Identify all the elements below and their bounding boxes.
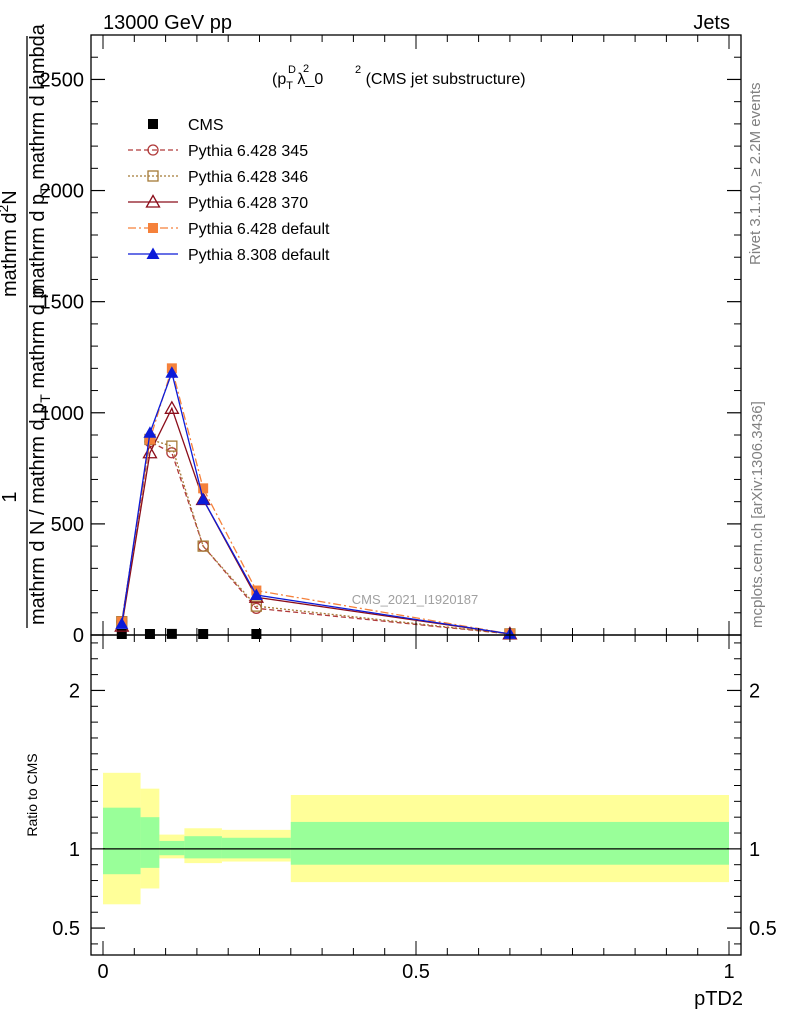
- data-point: [166, 628, 177, 639]
- legend-marker: [148, 223, 158, 233]
- series-line-4: [121, 365, 511, 635]
- data-point: [116, 629, 127, 639]
- legend-label: Pythia 8.308 default: [188, 247, 330, 264]
- legend-entry: Pythia 6.428 346: [128, 169, 308, 186]
- inner-band: [103, 807, 141, 875]
- data-point: [166, 440, 178, 452]
- legend-label: Pythia 6.428 345: [188, 143, 308, 160]
- data-point: [197, 540, 209, 552]
- inner-band: [184, 836, 222, 859]
- inner-band: [221, 837, 291, 859]
- x-tick-label: 0.5: [402, 961, 430, 983]
- legend-entry: CMS: [148, 117, 224, 134]
- x-axis-label: pTD2: [694, 988, 743, 1010]
- series-5: [115, 366, 517, 639]
- data-point: [166, 447, 178, 459]
- ratio-y-tick-label-right: 0.5: [749, 918, 777, 940]
- data-point: [198, 483, 209, 494]
- y-tick-label: 1000: [40, 403, 85, 425]
- plot-title-sup-d: D: [288, 64, 296, 76]
- rivet-label: Rivet 3.1.10, ≥ 2.2M events: [747, 83, 764, 266]
- legend-marker: [147, 170, 159, 182]
- main-panel: 0 500 1000 1500 2000 2500 (pT λ_0 D 2 2 (CMS …: [40, 34, 742, 647]
- plot-title-tail: 2 (CMS jet substructure): [355, 64, 526, 88]
- svg-text:mathrm d pT mathrm d lambda: mathrm d pT mathrm d lambda: [27, 23, 53, 295]
- data-point: [198, 629, 209, 639]
- legend-entry: Pythia 6.428 345: [128, 143, 308, 160]
- series-0: [116, 628, 262, 639]
- ratio-y-tick-label-right: 1: [749, 839, 760, 861]
- header-right: Jets: [693, 12, 730, 34]
- data-point: [143, 426, 157, 438]
- data-point: [115, 617, 129, 629]
- y-tick-label: 0: [73, 625, 84, 647]
- series-1: [116, 436, 516, 640]
- main-ylabel: 1 mathrm d N / mathrm d pT mathrm d p ma…: [0, 23, 53, 628]
- svg-text:mathrm d2N: mathrm d2N: [0, 190, 21, 297]
- data-point: [196, 492, 210, 505]
- legend: CMS Pythia 6.428 345 Pythia 6.428 346 Pythi…: [128, 117, 330, 264]
- ratio-y-tick-label: 2: [69, 680, 80, 702]
- ratio-ylabel: Ratio to CMS: [24, 753, 40, 836]
- legend-entry: Pythia 6.428 370: [128, 194, 308, 212]
- ratio-y-tick-label-right: 2: [749, 680, 760, 702]
- data-point: [251, 629, 262, 639]
- legend-marker: [148, 119, 158, 129]
- x-tick-label: 1: [723, 961, 734, 983]
- ratio-panel: 0.5 0.5 1 1 2 2 0 0.5 1: [52, 634, 777, 983]
- series-line-5: [121, 370, 510, 635]
- data-point: [144, 434, 155, 445]
- inner-band: [140, 817, 160, 868]
- legend-entry: Pythia 6.428 default: [128, 221, 330, 238]
- legend-label: Pythia 6.428 default: [188, 221, 330, 238]
- header-left: 13000 GeV pp: [103, 12, 232, 34]
- svg-text:mathrm d N / mathrm d pT mathr: mathrm d N / mathrm d pT mathrm d p: [27, 287, 53, 625]
- plot-title-sup-2: 2: [303, 63, 309, 75]
- legend-label: Pythia 6.428 370: [188, 195, 308, 212]
- data-point: [165, 366, 179, 378]
- y-tick-label: 2500: [40, 69, 85, 91]
- ratio-y-tick-label: 1: [69, 839, 80, 861]
- x-tick-label: 0: [97, 961, 108, 983]
- ratio-y-tick-label: 0.5: [52, 918, 80, 940]
- data-point: [250, 600, 263, 612]
- legend-marker: [147, 144, 159, 156]
- series-line-3: [121, 406, 510, 635]
- data-point: [164, 400, 180, 414]
- data-point: [249, 588, 263, 600]
- mcplots-label: mcplots.cern.ch [arXiv:1306.3436]: [749, 401, 766, 628]
- legend-label: Pythia 6.428 346: [188, 169, 308, 186]
- legend-marker: [145, 194, 161, 208]
- analysis-watermark: CMS_2021_I1920187: [352, 592, 479, 607]
- y-tick-label: 500: [51, 514, 84, 536]
- legend-marker: [146, 247, 160, 259]
- series-line-2: [121, 438, 510, 635]
- y-tick-label: 1500: [40, 292, 85, 314]
- data-point: [144, 629, 155, 639]
- legend-label: CMS: [188, 117, 224, 134]
- svg-text:1: 1: [0, 491, 21, 502]
- inner-band: [290, 821, 729, 865]
- legend-entry: Pythia 8.308 default: [128, 247, 330, 264]
- y-tick-label: 2000: [40, 181, 85, 203]
- inner-band: [159, 840, 185, 856]
- plot-title: (pT λ_0: [272, 71, 323, 92]
